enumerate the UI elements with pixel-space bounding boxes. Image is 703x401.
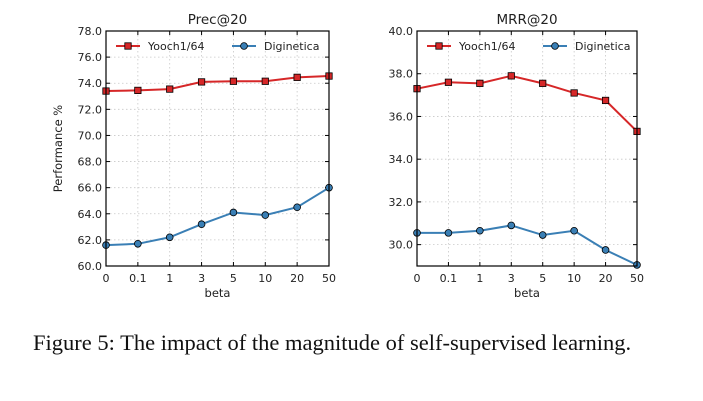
legend-marker	[240, 42, 248, 50]
y-tick-label: 76.0	[78, 51, 103, 64]
y-tick-label: 40.0	[389, 25, 414, 38]
data-point	[507, 221, 516, 230]
data-point	[601, 96, 610, 105]
y-tick-label: 34.0	[389, 153, 414, 166]
x-tick-label: 10	[567, 272, 581, 285]
legend-marker	[551, 42, 559, 50]
legend-marker	[435, 42, 443, 50]
data-point	[166, 85, 174, 93]
chart-title: Prec@20	[188, 12, 248, 28]
x-tick-label: 5	[230, 272, 237, 285]
figure-caption: Figure 5: The impact of the magnitude of…	[33, 330, 632, 355]
data-point	[476, 79, 484, 87]
x-tick-label: 50	[630, 272, 644, 285]
y-tick-label: 38.0	[389, 68, 414, 81]
y-axis-label: Performance %	[51, 105, 65, 193]
y-tick-label: 30.0	[389, 239, 414, 252]
data-point	[293, 73, 301, 81]
data-point	[197, 220, 206, 229]
data-point	[134, 240, 142, 248]
charts-canvas: 0 0.1 1 3 5 10 20 5060.062.064.066.068.070.072.…	[51, 12, 645, 300]
x-tick-label: 1	[476, 272, 483, 285]
y-tick-label: 72.0	[78, 103, 103, 116]
y-tick-label: 32.0	[389, 196, 414, 209]
plot-frame	[105, 30, 330, 267]
y-tick-label: 74.0	[78, 77, 103, 90]
data-point	[229, 208, 238, 217]
data-point	[601, 246, 610, 254]
data-point	[444, 229, 453, 237]
y-tick-label: 64.0	[78, 208, 103, 221]
legend: Yooch1/64 Diginetica	[116, 40, 319, 53]
data-point	[261, 211, 270, 219]
x-tick-label: 0	[414, 272, 421, 285]
x-tick-label: 20	[290, 272, 304, 285]
x-tick-label: 0.1	[440, 272, 458, 285]
data-point	[538, 231, 547, 239]
y-tick-label: 70.0	[78, 129, 103, 142]
chart-title: MRR@20	[496, 12, 557, 28]
data-point	[165, 233, 174, 242]
y-tick-label: 78.0	[78, 25, 103, 38]
x-axis-label: beta	[514, 286, 540, 300]
y-tick-label: 62.0	[78, 234, 103, 247]
x-tick-label: 3	[198, 272, 205, 285]
data-point	[507, 72, 515, 80]
data-point	[539, 79, 547, 87]
data-point	[229, 77, 238, 85]
data-point	[444, 78, 453, 86]
data-point	[476, 226, 484, 235]
series-line-1	[105, 75, 330, 93]
legend-entry-label: Diginetica	[264, 40, 319, 53]
data-point	[570, 226, 578, 235]
data-point	[134, 86, 142, 95]
x-tick-label: 50	[322, 272, 336, 285]
x-tick-label: 3	[508, 272, 515, 285]
x-tick-label: 1	[166, 272, 173, 285]
chart-2: 0 0.1 1 3 5 10 20 50 30.0 32.0 34.0 36.0 38.0 40.0 MRR…	[389, 12, 645, 300]
legend-entry-label: Yooch1/64	[458, 40, 515, 53]
x-tick-label: 5	[539, 272, 546, 285]
legend-entry-label: Diginetica	[575, 40, 630, 53]
x-tick-label: 0.1	[129, 272, 147, 285]
legend: Yooch1/64 Diginetica	[427, 40, 630, 53]
y-tick-label: 66.0	[78, 182, 103, 195]
legend-marker	[124, 42, 132, 50]
x-tick-label: 0	[103, 272, 110, 285]
series-line-1	[416, 74, 638, 133]
x-axis-label: beta	[205, 286, 231, 300]
x-tick-label: 10	[258, 272, 272, 285]
data-point	[197, 78, 206, 86]
legend-entry-label: Yooch1/64	[147, 40, 204, 53]
chart-1: 0 0.1 1 3 5 10 20 50 60.0 62.0 64.0 66.0 68.0 70.0 72.…	[51, 12, 336, 300]
y-tick-label: 68.0	[78, 156, 103, 169]
data-point	[293, 203, 301, 212]
y-tick-label: 36.0	[389, 110, 414, 123]
data-point	[570, 89, 578, 97]
plot-frame	[416, 30, 638, 267]
x-tick-label: 20	[599, 272, 613, 285]
series-line-2	[417, 224, 638, 266]
series-line-2	[105, 186, 330, 247]
y-tick-label: 60.0	[78, 260, 103, 273]
data-point	[261, 77, 269, 85]
